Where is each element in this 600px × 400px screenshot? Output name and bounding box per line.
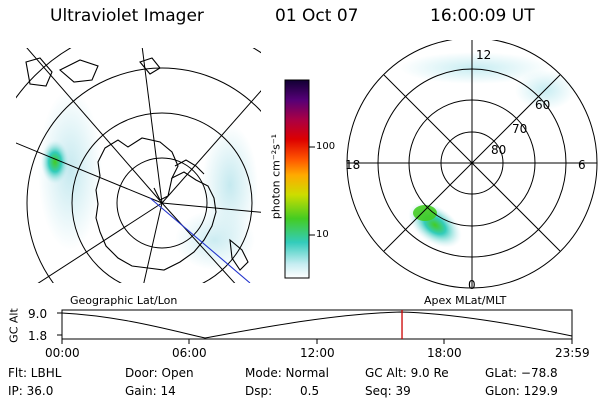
- altitude-ytick-1-8: 1.8: [28, 329, 48, 343]
- mlt-label-12: 12: [476, 48, 491, 62]
- altitude-ticks: [57, 312, 573, 344]
- mag-panel-label: Apex MLat/MLT: [424, 294, 507, 307]
- gc-alt-status: GC Alt: 9.0 Re: [365, 366, 449, 380]
- mlat-label-70: 70: [512, 122, 527, 136]
- seq-status: Seq: 39: [365, 384, 411, 398]
- mag-aurora-emission: [400, 52, 575, 248]
- dsp-status-value: 0.5: [300, 384, 320, 398]
- satellite-track: [149, 197, 251, 283]
- mlt-label-6: 6: [578, 158, 586, 172]
- geo-longitude-lines: [16, 48, 261, 283]
- xtick-2359: 23:59: [555, 346, 590, 360]
- mlat-label-80: 80: [491, 143, 506, 157]
- ip-status: IP: 36.0: [8, 384, 54, 398]
- time-label: 16:00:09 UT: [430, 6, 535, 26]
- xtick-1200: 12:00: [300, 346, 335, 360]
- xtick-1800: 18:00: [427, 346, 462, 360]
- instrument-title: Ultraviolet Imager: [50, 6, 204, 26]
- xtick-0000: 00:00: [45, 346, 80, 360]
- glat-status: GLat: −78.8: [485, 366, 558, 380]
- glon-status: GLon: 129.9: [485, 384, 558, 398]
- dsp-status-label: Dsp:: [245, 384, 273, 398]
- altitude-ylabel: GC Alt: [7, 308, 21, 343]
- geographic-polar-plot: [16, 48, 261, 283]
- geo-latitude-rings: [16, 48, 261, 283]
- mlat-label-60: 60: [535, 98, 550, 112]
- gain-status: Gain: 14: [125, 384, 176, 398]
- mode-status: Mode: Normal: [245, 366, 329, 380]
- xtick-0600: 06:00: [172, 346, 207, 360]
- geo-panel-label: Geographic Lat/Lon: [70, 294, 178, 307]
- altitude-plot: [57, 309, 573, 344]
- colorbar-tick-10: 10: [316, 229, 329, 240]
- geo-coastlines: [25, 57, 249, 271]
- geo-aurora-emission: [38, 90, 258, 270]
- color-scale-bar: [284, 79, 315, 279]
- filter-status: Flt: LBHL: [8, 366, 62, 380]
- mlt-label-0: 0: [468, 278, 476, 292]
- magnetic-polar-plot: 12 18 6 0 60 70 80: [345, 40, 598, 292]
- altitude-curve: [61, 311, 573, 339]
- colorbar-label: photon cm⁻²s⁻¹: [269, 133, 283, 220]
- altitude-ytick-9: 9.0: [28, 307, 48, 321]
- colorbar-tick-100: 100: [316, 141, 336, 152]
- altitude-plot-frame: [61, 309, 573, 340]
- date-label: 01 Oct 07: [275, 6, 359, 26]
- mlt-label-18: 18: [345, 158, 360, 172]
- door-status: Door: Open: [125, 366, 194, 380]
- mag-mlt-lines: [347, 40, 597, 288]
